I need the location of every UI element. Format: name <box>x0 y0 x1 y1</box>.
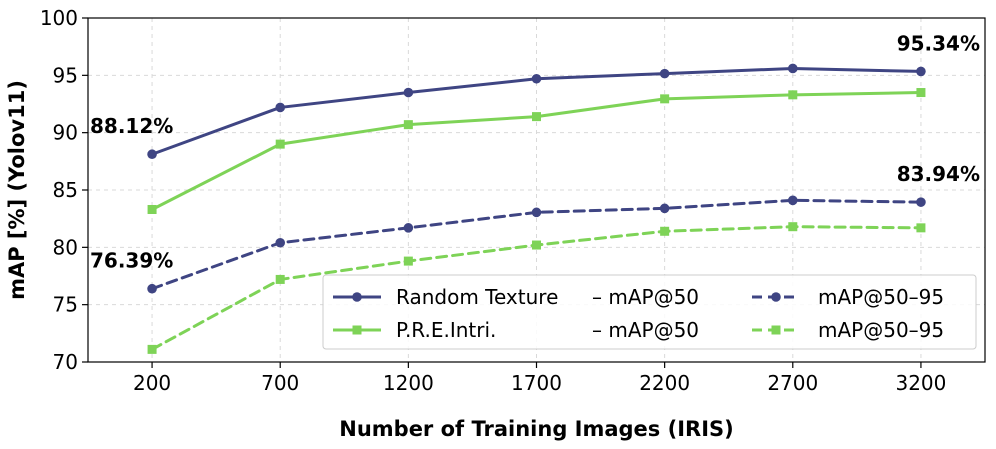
data-point <box>532 112 541 122</box>
y-tick-label: 100 <box>40 6 78 30</box>
data-point <box>147 149 157 160</box>
data-point <box>916 223 926 233</box>
y-tick-label: 75 <box>53 293 78 317</box>
data-point <box>147 344 157 354</box>
data-point <box>660 94 670 104</box>
data-label: 76.39% <box>90 249 173 273</box>
legend-entry-random-texture-map50: Random Texture – mAP@50 <box>333 285 699 309</box>
data-point <box>659 68 670 79</box>
data-point <box>275 139 285 149</box>
y-tick-label: 95 <box>53 63 78 87</box>
x-tick-label: 1700 <box>511 371 562 395</box>
x-tick-label: 1200 <box>383 371 434 395</box>
legend-metric: – mAP@50 <box>592 318 699 342</box>
series-line <box>150 91 923 211</box>
legend-entry-random-texture-map50-95: mAP@50–95 <box>752 285 944 309</box>
data-label: 95.34% <box>897 31 980 55</box>
data-point <box>532 240 541 250</box>
series-3 <box>147 222 926 354</box>
legend-swatch-marker <box>352 292 362 302</box>
y-tick-label: 90 <box>53 121 78 145</box>
y-tick-label: 70 <box>53 350 78 374</box>
x-tick-label: 2700 <box>767 371 818 395</box>
data-point <box>788 222 798 232</box>
data-point <box>660 226 670 236</box>
data-label: 83.94% <box>897 162 980 186</box>
series-0 <box>147 63 926 160</box>
series-1 <box>147 88 926 214</box>
x-tick-label: 3200 <box>895 371 946 395</box>
data-point <box>531 73 542 84</box>
y-tick-label: 80 <box>53 235 78 259</box>
data-point <box>147 204 157 214</box>
data-point <box>916 66 926 77</box>
legend-swatch-marker <box>352 325 362 335</box>
data-point <box>788 90 798 100</box>
legend: Random Texture – mAP@50 P.R.E.Intri. – m… <box>322 274 977 350</box>
data-point <box>275 237 286 248</box>
data-point <box>403 87 414 98</box>
legend-label: Random Texture <box>396 285 558 309</box>
legend-swatch-marker <box>771 292 781 302</box>
data-point <box>403 256 413 266</box>
legend-entry-pre-intri-map50: P.R.E.Intri. – mAP@50 <box>333 318 699 342</box>
annotations: 88.12% 95.34% 76.39% 83.94% <box>90 31 980 272</box>
axis-ticks: 70 75 80 85 90 95 100 200 700 1200 1700 2200 2700 320… <box>40 6 947 395</box>
legend-metric: – mAP@50 <box>592 285 699 309</box>
x-tick-label: 200 <box>133 371 171 395</box>
data-point <box>403 223 414 233</box>
y-tick-label: 85 <box>53 178 78 202</box>
series-lines <box>147 63 926 354</box>
x-axis-label: Number of Training Images (IRIS) <box>339 417 733 441</box>
legend-label: P.R.E.Intri. <box>396 318 496 342</box>
x-tick-label: 700 <box>261 371 299 395</box>
legend-label: mAP@50–95 <box>818 285 944 309</box>
data-point <box>916 88 926 98</box>
legend-box <box>322 274 977 350</box>
legend-label: mAP@50–95 <box>818 318 944 342</box>
data-point <box>275 102 286 113</box>
legend-entry-pre-intri-map50-95: mAP@50–95 <box>752 318 944 342</box>
data-point <box>275 274 285 284</box>
legend-swatch-marker <box>771 325 781 335</box>
data-point <box>531 207 542 218</box>
data-point <box>403 120 413 130</box>
series-2 <box>147 195 926 294</box>
data-point <box>787 195 798 206</box>
y-axis-label: mAP [%] (Yolov11) <box>5 80 29 300</box>
x-tick-label: 2200 <box>639 371 690 395</box>
data-point <box>147 283 157 294</box>
data-point <box>916 197 926 207</box>
data-point <box>787 63 798 74</box>
data-label: 88.12% <box>90 114 173 138</box>
data-point <box>659 203 670 214</box>
